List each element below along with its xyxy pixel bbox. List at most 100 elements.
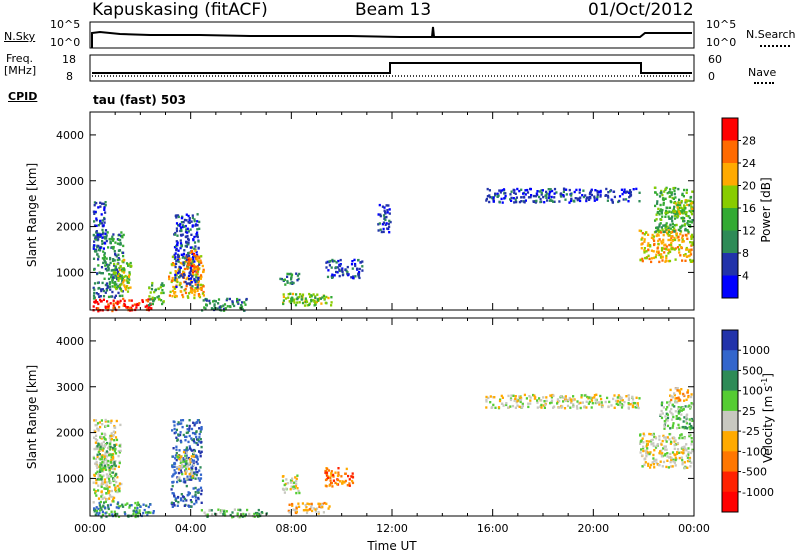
data-cell [645,256,648,260]
data-cell [280,277,283,281]
data-cell [93,508,96,511]
data-cell [668,248,671,251]
data-cell [99,246,102,250]
data-cell [120,277,124,280]
data-cell [196,270,200,273]
data-cell [321,296,324,299]
data-cell [652,235,655,238]
data-cell [104,438,107,441]
data-cell [181,215,184,218]
data-cell [384,212,387,215]
data-cell [322,511,325,514]
data-cell [93,296,96,299]
data-cell [185,282,188,285]
data-cell [112,304,115,307]
data-cell [660,189,663,193]
data-cell [241,301,244,304]
data-cell [338,264,341,268]
data-cell [102,474,105,477]
data-cell [562,396,565,399]
data-cell [545,194,548,197]
data-cell [679,203,682,207]
data-cell [683,223,687,226]
data-cell [690,202,693,205]
data-cell [129,261,132,265]
data-cell [122,254,125,258]
data-cell [688,224,692,227]
data-cell [567,398,570,402]
data-cell [105,492,108,495]
data-cell [190,472,193,475]
data-cell [128,504,131,507]
data-cell [175,262,178,265]
data-cell [187,274,191,278]
data-cell [668,456,671,459]
data-cell [92,247,95,250]
data-cell [217,508,220,511]
data-cell [663,251,666,254]
data-cell [103,445,106,448]
data-cell [582,195,585,199]
data-cell [580,394,583,397]
data-cell [185,446,188,449]
data-cell [114,431,117,434]
data-cell [188,218,191,222]
data-cell [529,196,532,199]
data-cell [151,281,154,285]
data-cell [332,473,335,477]
data-cell [671,222,674,226]
data-cell [178,271,181,274]
data-cell [145,511,148,514]
data-cell [136,501,140,504]
data-cell [183,249,186,252]
data-cell [521,404,524,408]
data-cell [551,189,554,193]
data-cell [611,201,614,204]
data-cell [553,187,557,191]
data-cell [126,281,129,284]
data-cell [509,397,513,400]
data-cell [519,396,522,399]
data-cell [646,447,649,450]
data-cell [677,228,680,232]
data-cell [196,289,199,292]
data-cell [194,432,197,436]
data-cell [610,404,613,407]
data-cell [680,456,683,459]
data-cell [527,405,530,409]
freq-panel [89,54,695,82]
data-cell [118,233,121,236]
data-cell [107,303,110,306]
data-cell [534,396,537,399]
data-cell [118,294,121,298]
data-cell [191,475,194,478]
data-cell [187,260,190,263]
data-cell [679,392,682,395]
data-cell [555,191,558,194]
data-cell [196,231,199,234]
data-cell [323,297,326,300]
data-cell [195,234,198,238]
data-cell [196,489,199,492]
data-cell [108,448,112,451]
data-cell [652,250,655,253]
data-cell [191,225,194,228]
data-cell [688,204,691,207]
data-cell [648,452,651,456]
data-cell [575,405,579,408]
data-cell [113,262,116,266]
data-cell [643,463,646,466]
data-cell [586,395,589,399]
data-cell [690,417,693,421]
data-cell [294,485,298,488]
data-cell [116,502,119,506]
data-cell [668,230,671,234]
data-cell [197,268,200,271]
data-cell [149,503,152,506]
data-cell [101,476,104,479]
data-cell [119,299,122,303]
y-tick-label: 1000 [56,472,84,485]
data-cell [183,257,187,260]
data-cell [183,497,187,501]
data-cell [670,235,673,238]
